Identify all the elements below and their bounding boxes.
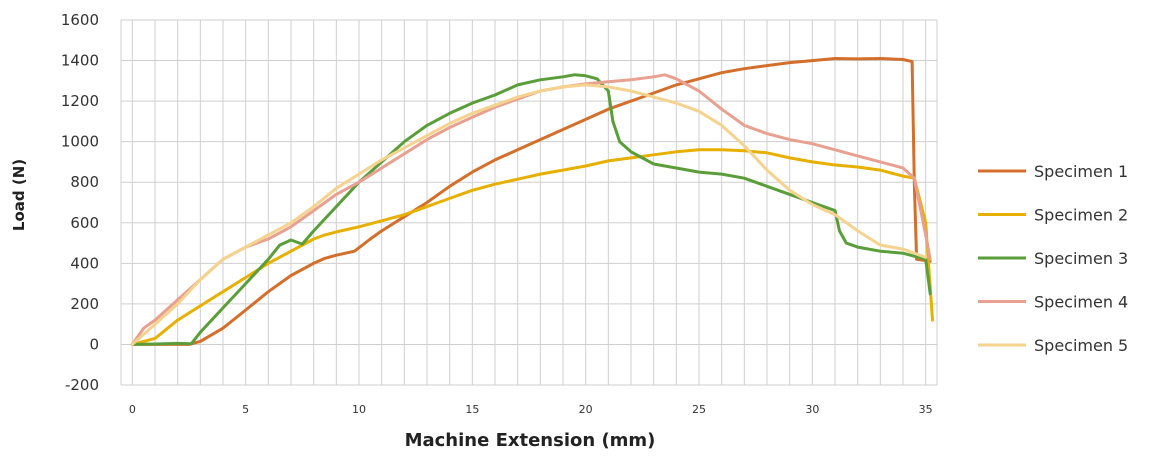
legend-label: Specimen 1 [1034, 162, 1128, 181]
x-tick-label: 0 [129, 403, 136, 416]
x-tick-label: 5 [242, 403, 249, 416]
legend-label: Specimen 4 [1034, 293, 1128, 312]
legend-item-specimen-2: Specimen 2 [978, 206, 1128, 225]
y-tick-label: 1400 [61, 52, 99, 70]
series-lines [130, 57, 934, 346]
legend-item-specimen-4: Specimen 4 [978, 293, 1128, 312]
x-tick-label: 10 [352, 403, 366, 416]
legend: Specimen 1 Specimen 2 Specimen 3 Specimen 4… [978, 162, 1128, 355]
x-tick-labels: 0 5 10 15 20 25 30 35 [129, 403, 933, 416]
x-axis-title: Machine Extension (mm) [405, 430, 656, 451]
y-tick-label: -200 [65, 376, 99, 394]
x-tick-label: 25 [692, 403, 706, 416]
legend-label: Specimen 3 [1034, 249, 1128, 268]
y-axis-title: Load (N) [10, 159, 28, 231]
legend-label: Specimen 5 [1034, 336, 1128, 355]
series-line-specimen-2 [130, 148, 934, 346]
y-tick-label: 0 [89, 335, 99, 353]
x-tick-label: 30 [805, 403, 819, 416]
legend-item-specimen-5: Specimen 5 [978, 336, 1128, 355]
y-tick-label: 1000 [61, 133, 99, 151]
y-tick-label: 600 [70, 214, 99, 232]
y-tick-label: 1600 [61, 11, 99, 29]
y-tick-labels: -200 0 200 400 600 800 1000 1200 1400 1600 [61, 11, 99, 394]
x-tick-label: 15 [465, 403, 479, 416]
x-tick-label: 20 [579, 403, 593, 416]
series-line-specimen-3 [130, 73, 932, 346]
y-tick-label: 400 [70, 254, 99, 272]
legend-item-specimen-1: Specimen 1 [978, 162, 1128, 181]
legend-label: Specimen 2 [1034, 206, 1128, 225]
series-line-specimen-5 [130, 83, 928, 346]
x-tick-label: 35 [919, 403, 933, 416]
y-tick-label: 1200 [61, 92, 99, 110]
y-tick-label: 200 [70, 295, 99, 313]
series-line-specimen-1 [130, 57, 932, 346]
legend-item-specimen-3: Specimen 3 [978, 249, 1128, 268]
y-tick-label: 800 [70, 173, 99, 191]
